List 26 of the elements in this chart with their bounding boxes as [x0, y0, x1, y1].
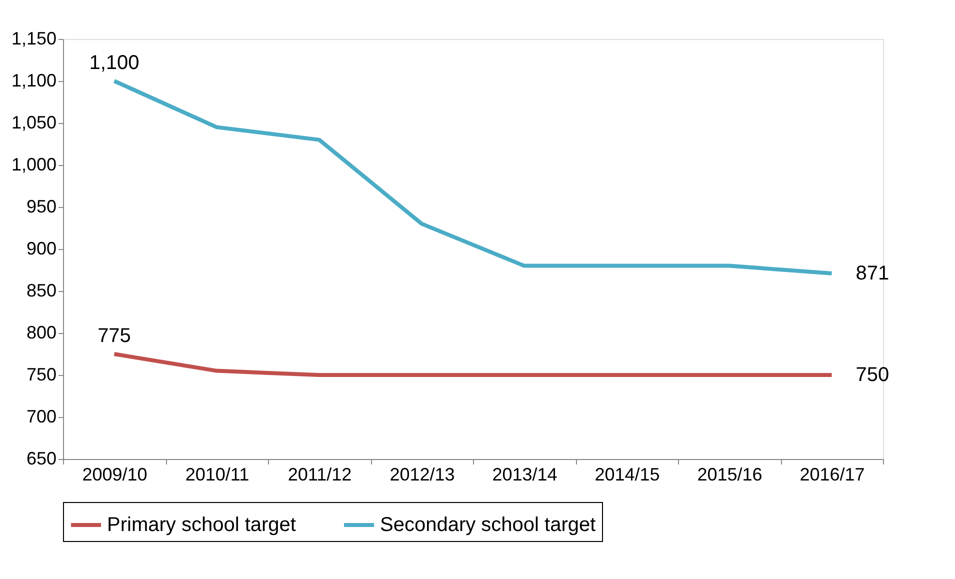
y-tick-label: 1,100	[11, 70, 56, 90]
x-tick-label: 2014/15	[594, 464, 660, 484]
data-label: 1,100	[89, 52, 140, 74]
y-tick-label: 1,150	[11, 28, 56, 48]
data-label: 775	[98, 325, 131, 347]
data-label: 871	[856, 262, 890, 284]
x-tick-label: 2016/17	[800, 464, 865, 484]
y-tick-label: 750	[26, 364, 56, 384]
x-tick-label: 2010/11	[185, 464, 250, 484]
legend-label: Primary school target	[107, 514, 296, 536]
y-tick-label: 900	[26, 238, 56, 258]
y-tick-label: 850	[26, 280, 56, 300]
x-tick-label: 2013/14	[492, 464, 558, 484]
y-tick-label: 650	[26, 448, 56, 468]
y-tick-label: 1,050	[11, 112, 56, 132]
x-tick-label: 2011/12	[288, 464, 352, 484]
y-tick-label: 1,000	[11, 154, 56, 174]
legend-label: Secondary school target	[380, 514, 596, 536]
y-tick-label: 700	[26, 406, 56, 426]
x-tick-label: 2015/16	[697, 464, 762, 484]
line-series	[112, 79, 834, 276]
y-tick-label: 950	[26, 196, 56, 216]
y-tick-label: 800	[26, 322, 56, 342]
x-tick-label: 2012/13	[390, 464, 455, 484]
x-tick-label: 2009/10	[82, 464, 148, 484]
data-label: 750	[856, 364, 890, 386]
